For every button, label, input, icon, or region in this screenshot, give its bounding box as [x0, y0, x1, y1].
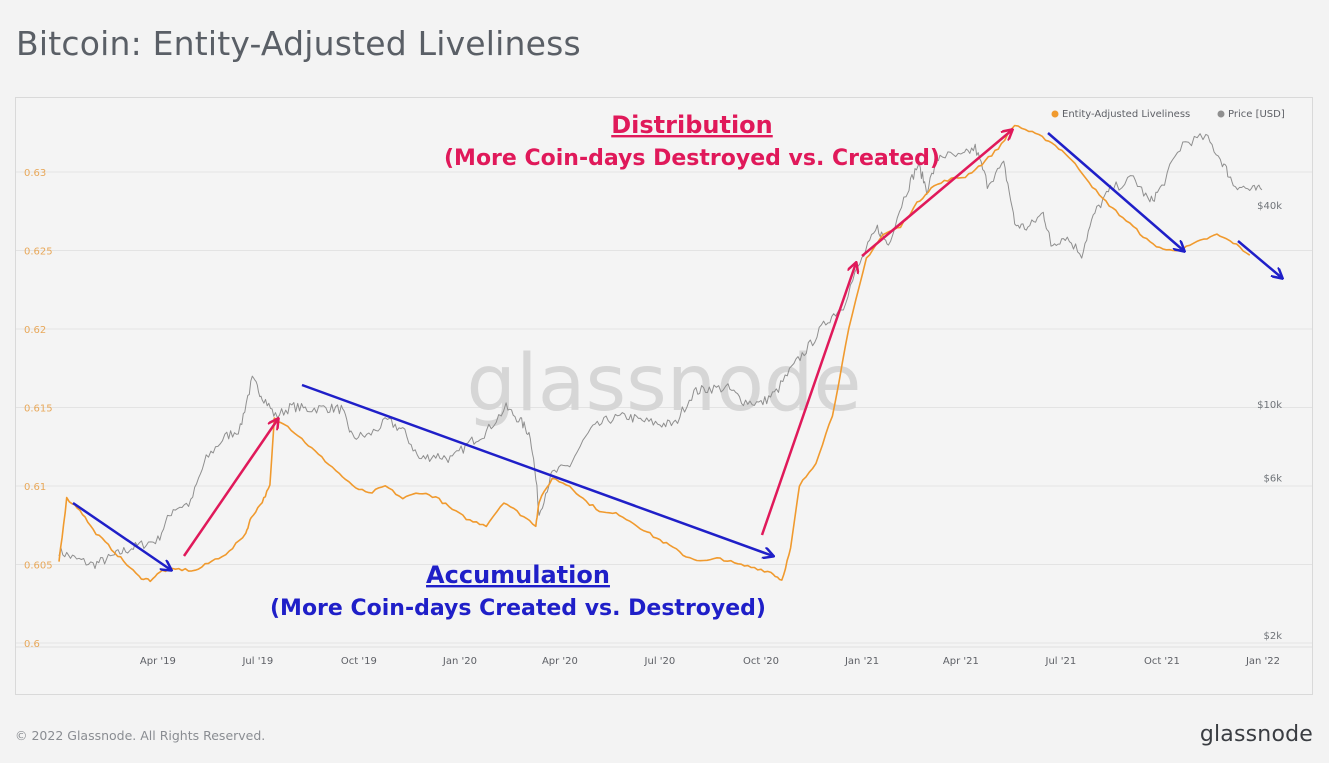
left-axis-tick-label: 0.605 [24, 560, 53, 571]
right-axis-tick-label: $6k [1263, 473, 1282, 484]
x-axis-tick-label: Apr '21 [943, 656, 979, 667]
arrow-distribution-2 [760, 263, 856, 536]
x-axis-tick-label: Apr '19 [140, 656, 176, 667]
left-axis-tick-label: 0.615 [24, 403, 53, 414]
accumulation-title: Accumulation [426, 561, 610, 589]
footer-copyright: © 2022 Glassnode. All Rights Reserved. [15, 728, 266, 743]
annotation-distribution: Distribution (More Coin-days Destroyed v… [444, 111, 940, 171]
left-axis-tick-label: 0.61 [24, 482, 46, 493]
left-axis-tick-label: 0.625 [24, 246, 53, 257]
x-axis-tick-label: Jul '20 [644, 656, 676, 667]
legend-label-price: Price [USD] [1228, 109, 1285, 120]
arrow-accumulation-4 [1237, 240, 1282, 278]
x-axis-tick-label: Jan '20 [442, 656, 477, 667]
chart-svg: glassnode 0.6 0.605 0.61 0.615 0.62 0.625 0.63… [16, 109, 1312, 667]
footer-brand-logo: glassnode [1199, 722, 1313, 747]
trend-arrows [72, 130, 1282, 570]
distribution-title: Distribution [611, 111, 773, 139]
x-axis-tick-label: Jul '19 [241, 656, 273, 667]
legend: Entity-Adjusted Liveliness Price [USD] [1051, 109, 1285, 120]
price-series-line [58, 133, 1263, 569]
page-title: Bitcoin: Entity-Adjusted Liveliness [16, 24, 581, 63]
watermark-logo: glassnode [467, 339, 862, 429]
x-axis-tick-label: Jan '22 [1245, 656, 1280, 667]
arrow-distribution-1 [182, 419, 278, 557]
distribution-subtitle: (More Coin-days Destroyed vs. Created) [444, 146, 940, 171]
right-axis-ticks: $2k $6k $10k $40k [1257, 201, 1282, 642]
liveliness-series-line [58, 124, 1251, 583]
arrow-accumulation-1 [72, 501, 171, 570]
left-axis-ticks: 0.6 0.605 0.61 0.615 0.62 0.625 0.63 [24, 168, 53, 650]
x-axis-ticks: Apr '19 Jul '19 Oct '19 Jan '20 Apr '20 Jul '… [140, 656, 1280, 667]
left-axis-tick-label: 0.63 [24, 168, 46, 179]
right-axis-tick-label: $10k [1257, 400, 1282, 411]
left-axis-tick-label: 0.62 [24, 325, 46, 336]
x-axis-tick-label: Jul '21 [1045, 656, 1077, 667]
arrow-accumulation-2 [301, 383, 773, 556]
left-axis-tick-label: 0.6 [24, 639, 40, 650]
legend-marker-price [1217, 110, 1225, 118]
chart-panel: glassnode 0.6 0.605 0.61 0.615 0.62 0.625 0.63… [15, 97, 1313, 695]
right-axis-tick-label: $40k [1257, 201, 1282, 212]
arrow-accumulation-3 [1047, 132, 1184, 251]
x-axis-tick-label: Apr '20 [542, 656, 578, 667]
x-axis-tick-label: Jan '21 [844, 656, 879, 667]
x-axis-tick-label: Oct '21 [1144, 656, 1180, 667]
x-axis-tick-label: Oct '19 [341, 656, 377, 667]
right-axis-tick-label: $2k [1263, 631, 1282, 642]
x-axis-tick-label: Oct '20 [743, 656, 779, 667]
annotation-accumulation: Accumulation (More Coin-days Created vs.… [270, 561, 766, 621]
accumulation-subtitle: (More Coin-days Created vs. Destroyed) [270, 596, 766, 621]
legend-label-liveliness: Entity-Adjusted Liveliness [1062, 109, 1190, 120]
arrow-distribution-3 [861, 130, 1012, 257]
legend-marker-liveliness [1051, 110, 1059, 118]
